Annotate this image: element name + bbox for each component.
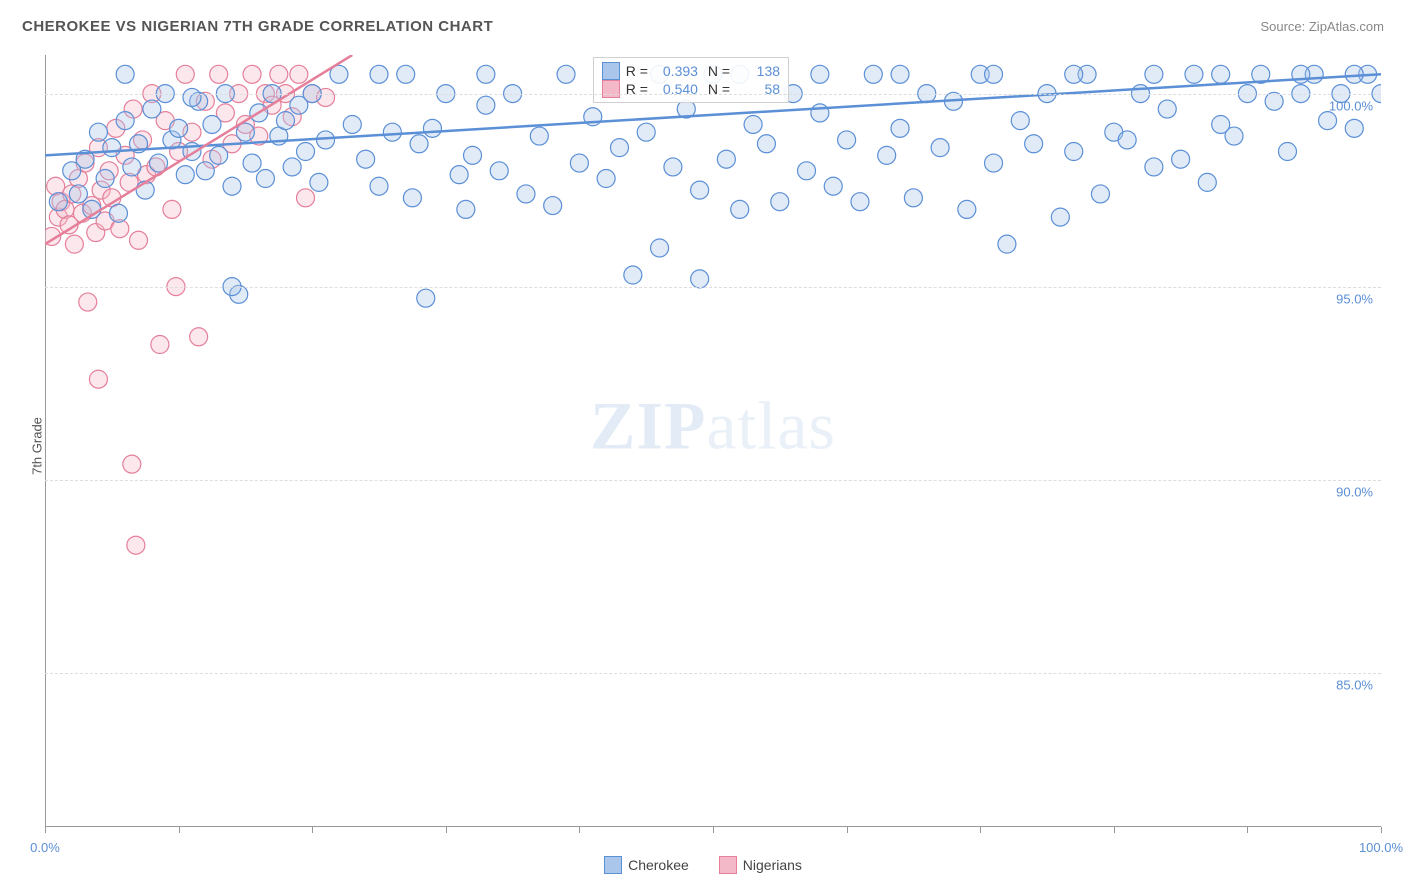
y-tick-label: 100.0% xyxy=(1329,98,1373,113)
chart-title: CHEROKEE VS NIGERIAN 7TH GRADE CORRELATI… xyxy=(22,18,493,35)
legend-label: Nigerians xyxy=(743,857,802,873)
stats-swatch xyxy=(602,80,620,98)
plot-svg xyxy=(45,55,1381,827)
y-tick-label: 85.0% xyxy=(1336,677,1373,692)
stats-r-val: 0.393 xyxy=(654,63,698,79)
grid-line xyxy=(45,480,1381,481)
stats-row: R = 0.540 N = 58 xyxy=(602,80,780,98)
legend-item: Nigerians xyxy=(719,856,802,874)
x-tick xyxy=(45,827,46,833)
x-tick xyxy=(1114,827,1115,833)
x-tick xyxy=(1247,827,1248,833)
x-tick xyxy=(847,827,848,833)
bottom-legend: Cherokee Nigerians xyxy=(0,856,1406,874)
chart-source: Source: ZipAtlas.com xyxy=(1260,19,1384,34)
stats-n-key: N = xyxy=(704,63,730,79)
x-tick xyxy=(1381,827,1382,833)
y-tick-label: 90.0% xyxy=(1336,484,1373,499)
stats-n-key: N = xyxy=(704,81,730,97)
legend-label: Cherokee xyxy=(628,857,689,873)
x-tick xyxy=(446,827,447,833)
x-tick-label: 0.0% xyxy=(30,840,60,855)
y-axis-label: 7th Grade xyxy=(29,417,44,475)
stats-row: R = 0.393 N = 138 xyxy=(602,62,780,80)
legend-swatch xyxy=(719,856,737,874)
stats-box: R = 0.393 N = 138 R = 0.540 N = 58 xyxy=(593,57,789,103)
x-tick xyxy=(312,827,313,833)
stats-r-key: R = xyxy=(626,63,648,79)
stats-n-val: 138 xyxy=(736,63,780,79)
stats-r-key: R = xyxy=(626,81,648,97)
x-tick-label: 100.0% xyxy=(1359,840,1403,855)
x-tick xyxy=(179,827,180,833)
grid-line xyxy=(45,287,1381,288)
y-tick-label: 95.0% xyxy=(1336,291,1373,306)
x-tick xyxy=(713,827,714,833)
chart-header: CHEROKEE VS NIGERIAN 7TH GRADE CORRELATI… xyxy=(22,18,1384,35)
grid-line xyxy=(45,673,1381,674)
legend-item: Cherokee xyxy=(604,856,689,874)
stats-swatch xyxy=(602,62,620,80)
x-tick xyxy=(579,827,580,833)
legend-swatch xyxy=(604,856,622,874)
x-tick xyxy=(980,827,981,833)
plot-area: ZIPatlas R =0.393 N =138R =0.540 N =58 8… xyxy=(45,55,1381,827)
grid-line xyxy=(45,94,1381,95)
stats-n-val: 58 xyxy=(736,81,780,97)
stats-r-val: 0.540 xyxy=(654,81,698,97)
